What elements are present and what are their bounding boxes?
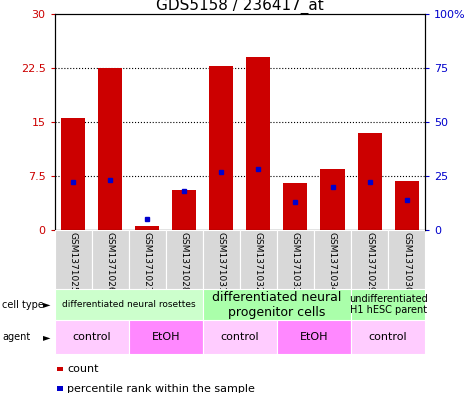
Bar [284,183,307,230]
Bar [203,230,240,289]
Text: GSM1371032: GSM1371032 [254,231,263,292]
Text: agent: agent [2,332,30,342]
Bar [395,181,418,230]
Bar [129,230,166,289]
Text: GSM1371026: GSM1371026 [106,231,114,292]
Bar [277,230,314,289]
Bar [388,230,425,289]
Text: undifferentiated
H1 hESC parent: undifferentiated H1 hESC parent [349,294,428,315]
Text: GSM1371029: GSM1371029 [365,231,374,292]
Text: control: control [72,332,111,342]
Text: ►: ► [43,332,51,342]
Text: EtOH: EtOH [300,332,328,342]
Bar [209,66,233,230]
Text: GSM1371034: GSM1371034 [328,231,337,292]
Text: differentiated neural rosettes: differentiated neural rosettes [62,300,196,309]
Bar [55,289,203,320]
Text: percentile rank within the sample: percentile rank within the sample [67,384,256,393]
Text: GSM1371030: GSM1371030 [402,231,411,292]
Bar [55,230,92,289]
Bar [135,226,159,230]
Text: cell type: cell type [2,299,44,310]
Bar [172,190,196,230]
Text: control: control [220,332,259,342]
Bar [358,132,381,230]
Bar [203,320,277,354]
Bar [203,289,351,320]
Text: control: control [369,332,408,342]
Title: GDS5158 / 236417_at: GDS5158 / 236417_at [156,0,324,14]
Text: GSM1371031: GSM1371031 [217,231,226,292]
Bar [240,230,277,289]
Bar [98,68,122,230]
Bar [351,320,425,354]
Text: GSM1371033: GSM1371033 [291,231,300,292]
Bar [277,320,351,354]
Bar [92,230,129,289]
Bar [55,320,129,354]
Bar [321,169,344,230]
Bar [351,230,388,289]
Bar [129,320,203,354]
Text: EtOH: EtOH [152,332,180,342]
Bar [351,289,425,320]
Bar [166,230,203,289]
Text: differentiated neural
progenitor cells: differentiated neural progenitor cells [212,290,342,319]
Bar [61,118,85,230]
Text: GSM1371027: GSM1371027 [143,231,152,292]
Text: count: count [67,364,99,375]
Text: GSM1371025: GSM1371025 [69,231,77,292]
Bar [314,230,351,289]
Bar [247,57,270,230]
Text: GSM1371028: GSM1371028 [180,231,189,292]
Text: ►: ► [43,299,51,310]
